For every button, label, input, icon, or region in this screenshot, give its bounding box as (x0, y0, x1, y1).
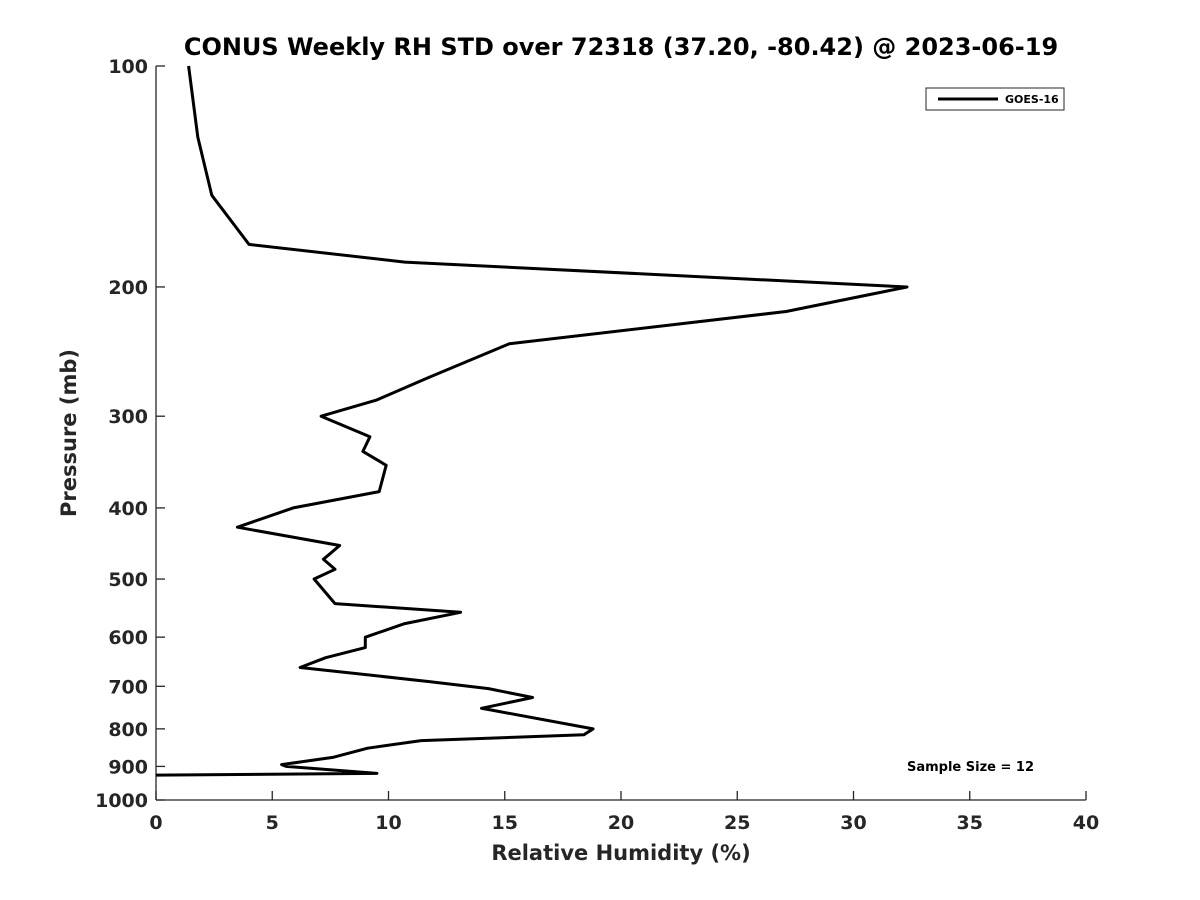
legend-label: GOES-16 (1005, 93, 1059, 106)
y-tick-label: 200 (108, 277, 148, 299)
x-tick-label: 35 (957, 812, 983, 834)
x-axis-label: Relative Humidity (%) (491, 841, 750, 865)
series-line-goes-16 (155, 65, 909, 777)
y-tick-label: 1000 (95, 790, 148, 812)
sample-size-annotation: Sample Size = 12 (907, 760, 1034, 775)
y-tick-label: 600 (108, 627, 148, 649)
y-tick-label: 500 (108, 569, 148, 591)
x-tick-label: 40 (1073, 812, 1099, 834)
y-tick-label: 400 (108, 498, 148, 520)
y-tick-label: 900 (108, 756, 148, 778)
y-tick-label: 300 (108, 406, 148, 428)
x-tick-label: 0 (149, 812, 162, 834)
x-tick-label: 5 (266, 812, 279, 834)
chart-title: CONUS Weekly RH STD over 72318 (37.20, -… (184, 33, 1058, 61)
y-tick-label: 800 (108, 719, 148, 741)
y-tick-label: 100 (108, 56, 148, 78)
y-axis-label: Pressure (mb) (57, 349, 81, 517)
x-tick-label: 25 (724, 812, 750, 834)
x-tick-label: 10 (375, 812, 401, 834)
legend: GOES-16 (925, 87, 1065, 111)
x-tick-label: 20 (608, 812, 634, 834)
axes: 0 5 10 15 20 25 30 35 40 100 200 300 400 500 600 700 800… (95, 56, 1099, 834)
y-tick-label: 700 (108, 676, 148, 698)
series-layer (155, 65, 909, 777)
x-tick-label: 15 (492, 812, 518, 834)
x-tick-label: 30 (840, 812, 866, 834)
